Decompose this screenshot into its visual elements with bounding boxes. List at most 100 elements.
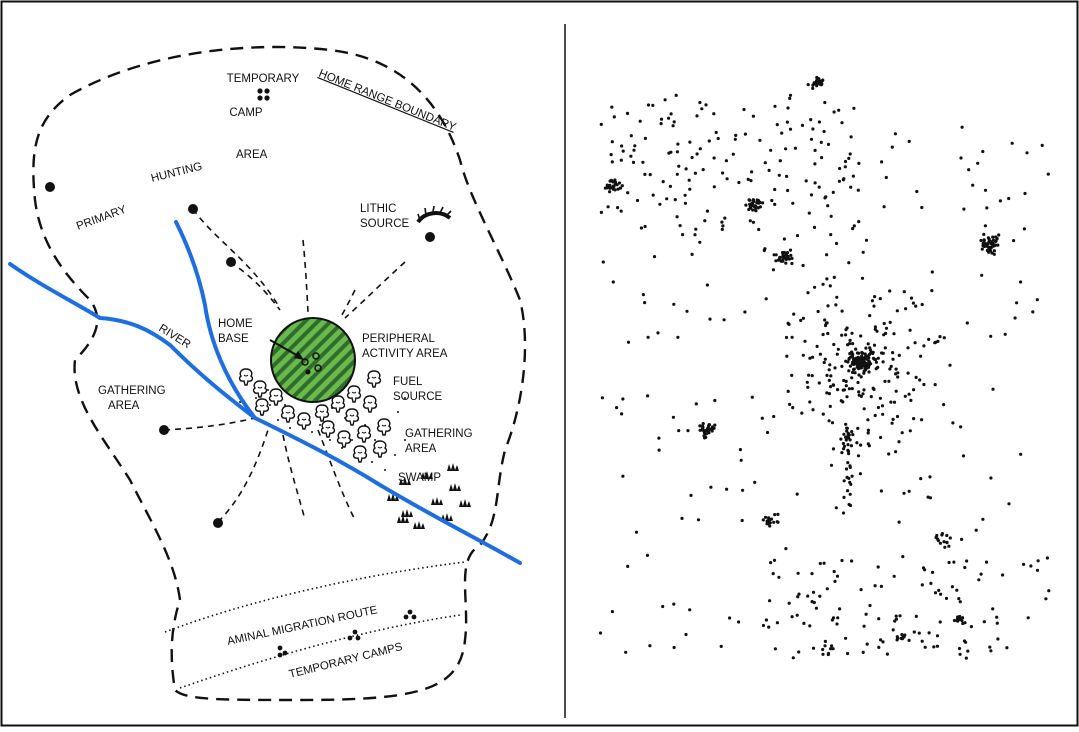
scatter-dot [868,314,872,318]
scatter-dot [643,301,647,305]
scatter-dot [790,256,794,260]
scatter-dot [836,347,840,351]
scatter-dot [881,412,885,416]
scatter-dot [804,179,808,183]
scatter-dot [620,184,624,188]
scatter-dot [856,426,860,430]
scatter-dot [1035,298,1039,302]
scatter-dot [792,312,796,316]
scatter-dot [767,517,771,521]
scatter-dot [917,631,921,635]
scatter-dot [873,295,877,299]
scatter-dot [907,638,911,643]
scatter-dot [864,238,869,242]
scatter-dot [685,309,689,313]
scatter-dot [912,388,916,392]
scatter-dot [820,156,824,160]
scatter-dot [991,244,996,248]
scatter-dot [825,391,829,395]
scatter-dot [668,184,673,188]
scatter-dot [690,155,694,160]
scatter-dot [767,625,771,629]
scatter-dot [826,204,830,208]
scatter-dot [842,432,846,436]
scatter-dot [884,326,889,330]
scatter-dot [705,428,709,432]
scatter-dot [830,421,835,425]
scatter-dot [988,645,992,649]
scatter-dot [980,273,984,277]
scatter-dot [672,120,676,124]
scatter-dot [921,566,926,570]
scatter-dot [823,318,827,322]
scatter-dot [878,396,883,400]
scatter-dot [883,346,887,350]
scatter-dot [610,105,614,109]
scatter-dot [800,411,804,415]
scatter-dot [767,168,771,172]
scatter-dot [672,302,676,306]
scatter-dot [812,225,817,229]
scatter-dot [945,533,949,538]
scatter-dot [610,610,615,614]
scatter-dot [897,440,901,444]
scatter-dot [862,369,866,373]
scatter-dot [778,255,782,259]
scatter-dot [620,144,624,148]
scatter-dot [842,378,846,383]
scatter-dot [914,304,918,308]
label-migration-route: AMINAL MIGRATION ROUTE [226,604,379,648]
scatter-dot [932,645,936,649]
scatter-dot [907,392,911,396]
scatter-dot [761,201,765,205]
scatter-dot [888,320,892,324]
scatter-dot [943,545,947,549]
scatter-dot [842,444,847,448]
scatter-dot [695,114,699,118]
scatter-dot [847,452,851,456]
scatter-dot [851,370,855,375]
scatter-dot [967,168,971,172]
scatter-dot [793,146,798,150]
scatter-dot [709,485,713,489]
scatter-dot [848,492,852,496]
scatter-dot [840,364,844,368]
scatter-dot [979,238,983,243]
scatter-dot [864,346,868,350]
scatter-dot [918,378,922,382]
scatter-dot [690,252,694,256]
scatter-dot [731,152,735,156]
scatter-dot [989,649,993,653]
scatter-dot [962,207,966,211]
scatter-dot [700,107,704,111]
scatter-dot [895,414,900,419]
label-swamp: SWAMP [398,472,441,484]
scatter-dot [897,520,901,524]
scatter-dot [789,253,793,257]
scatter-dot [601,260,605,264]
home-range-boundary-line [32,45,527,702]
scatter-dot [851,352,855,356]
scatter-dot [610,140,614,144]
scatter-dot [805,380,809,384]
scatter-dot [859,588,863,592]
scatter-dot [737,180,741,185]
scatter-dot [859,334,863,338]
scatter-dot [826,331,830,336]
scatter-dot [773,187,777,192]
scatter-dot [844,422,848,426]
scatter-dot [900,431,904,435]
scatter-dot [799,318,803,322]
scatter-dot [764,515,768,519]
scatter-dot [864,612,868,616]
scatter-dot [786,389,790,393]
scatter-dot [777,173,781,177]
scatter-dot [796,571,800,575]
scatter-dot [852,362,856,366]
scatter-dot [846,343,850,347]
scatter-dot [961,616,965,620]
scatter-dot [862,407,866,411]
scatter-dot [876,565,880,569]
scatter-dot [849,482,853,486]
scatter-dot [920,205,924,210]
